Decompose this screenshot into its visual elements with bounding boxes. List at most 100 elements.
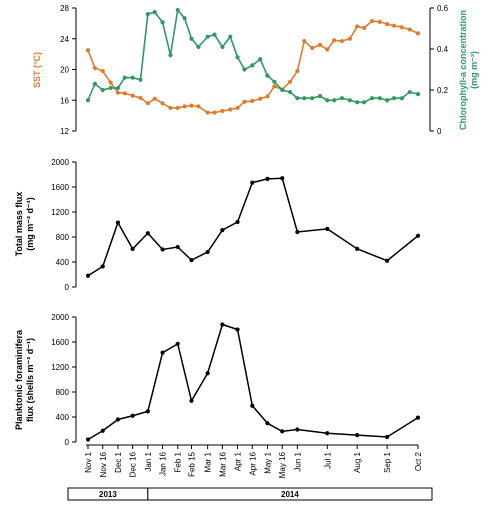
chlorophyll-point xyxy=(355,100,360,105)
sst-point xyxy=(399,25,404,30)
year-bar: 2013 2014 xyxy=(67,487,433,501)
sst-point xyxy=(175,105,180,111)
chlorophyll-point xyxy=(228,34,233,39)
foraminifera-point xyxy=(415,415,421,420)
foraminifera-point xyxy=(355,433,360,438)
mass-flux-point xyxy=(130,246,135,251)
chlorophyll-point xyxy=(399,96,404,101)
chlorophyll-point xyxy=(369,96,375,101)
x-tick-label: Jan 1 xyxy=(144,451,153,471)
foraminifera-point xyxy=(265,421,270,426)
x-tick-label: Nov 1 xyxy=(84,451,93,472)
sst-point xyxy=(196,104,201,109)
sst-point xyxy=(145,101,150,106)
sst-point xyxy=(287,79,293,84)
sst-chlorophyll-panel: 12 16 20 24 28 0 0.2 0.4 0.6 SST (°C) Chlorophy… xyxy=(32,4,479,136)
x-tick-label: Jun 1 xyxy=(293,451,302,471)
sst-point xyxy=(339,38,345,44)
sst-point xyxy=(361,25,367,31)
mass-flux-point xyxy=(415,233,421,238)
foraminifera-point xyxy=(220,322,225,327)
chlorophyll-point xyxy=(317,94,323,99)
chlorophyll-point xyxy=(130,75,135,80)
foraminifera-point xyxy=(115,417,121,422)
chlorophyll-point xyxy=(302,96,307,101)
chlorophyll-point xyxy=(152,10,157,15)
mass-flux-point xyxy=(265,176,270,181)
chlorophyll-point xyxy=(385,98,390,103)
chlorophyll-point xyxy=(122,75,127,80)
chlorophyll-point xyxy=(205,34,210,39)
mass-flux-point xyxy=(205,249,210,255)
chlorophyll-point xyxy=(220,44,225,50)
sst-point xyxy=(168,105,173,111)
mass-flux-line xyxy=(87,177,419,277)
chlorophyll-point xyxy=(242,67,247,72)
chlorophyll-point xyxy=(287,89,293,95)
chlorophyll-axis-units: (mg m⁻³) xyxy=(469,51,479,89)
x-tick-label: Apr 1 xyxy=(234,451,243,471)
x-tick-label: Sep 1 xyxy=(383,451,392,472)
chlorophyll-point xyxy=(175,7,180,13)
x-tick-label: Feb 15 xyxy=(188,451,197,476)
sst-point xyxy=(189,103,194,108)
sst-point xyxy=(302,38,307,44)
mass-flux-y-tick-label: 2000 xyxy=(51,158,69,167)
sst-point xyxy=(220,108,225,114)
x-tick-label: Oct 2 xyxy=(414,451,423,471)
foraminifera-point xyxy=(100,428,105,433)
mass-flux-point xyxy=(160,247,165,252)
foraminifera-line xyxy=(87,323,419,441)
mass-flux-y-tick-label: 1600 xyxy=(51,183,69,192)
foraminifera-axis-units: flux (shells m⁻² d⁻¹) xyxy=(25,338,35,422)
mass-flux-point xyxy=(295,229,300,235)
x-tick-label: Mar 1 xyxy=(204,451,213,472)
foraminifera-y-tick-label: 400 xyxy=(56,413,70,422)
chlorophyll-axis-label: Chlorophyll-a concentration xyxy=(458,10,468,130)
x-tick-label: Jan 16 xyxy=(159,451,168,476)
foraminifera-point xyxy=(160,350,165,355)
sst-point xyxy=(205,110,210,115)
year-label: 2014 xyxy=(281,490,299,499)
foraminifera-point xyxy=(130,413,135,418)
chlorophyll-point xyxy=(168,53,173,58)
sst-point xyxy=(295,68,300,74)
foraminifera-point xyxy=(325,431,330,436)
sst-point xyxy=(347,36,353,41)
sst-point xyxy=(369,18,375,24)
mass-flux-point xyxy=(355,246,360,251)
mass-flux-point xyxy=(280,176,285,181)
mass-flux-point xyxy=(175,244,180,250)
sst-point xyxy=(272,84,277,89)
sst-point xyxy=(250,98,255,104)
sst-point xyxy=(377,19,382,24)
sst-y-tick-label: 12 xyxy=(60,127,69,136)
mass-flux-point xyxy=(85,273,91,278)
chlorophyll-y-tick-label: 0 xyxy=(437,127,442,136)
x-tick-label: Feb 1 xyxy=(174,451,183,472)
chlorophyll-point xyxy=(189,36,194,41)
mass-flux-series xyxy=(85,176,421,278)
sst-point xyxy=(310,45,315,51)
x-tick-label: Dec 16 xyxy=(129,451,138,477)
foraminifera-point xyxy=(205,371,210,376)
chlorophyll-point xyxy=(160,20,165,25)
sst-y-ticks: 12 16 20 24 28 xyxy=(60,4,76,136)
x-tick-label: Nov 16 xyxy=(99,451,108,477)
chlorophyll-point xyxy=(250,63,255,68)
chlorophyll-point xyxy=(145,12,150,17)
chlorophyll-point xyxy=(115,85,121,91)
mass-flux-y-tick-label: 0 xyxy=(65,283,70,292)
mass-flux-y-tick-label: 800 xyxy=(56,233,70,242)
date-x-axis: Nov 1 Nov 16 Dec 1 Dec 16 Jan 1 Jan 16 Feb 1 Fe… xyxy=(84,444,423,478)
x-tick-label: May 16 xyxy=(278,451,287,478)
foraminifera-point xyxy=(189,398,194,403)
foraminifera-y-tick-label: 1600 xyxy=(51,338,69,347)
sst-point xyxy=(332,38,337,43)
sst-point xyxy=(385,22,390,27)
mass-flux-point xyxy=(145,231,150,236)
chlorophyll-point xyxy=(332,98,337,103)
foraminifera-axis-label: Planktonic foraminifera xyxy=(14,329,24,430)
foraminifera-y-ticks: 0 400 800 1200 1600 2000 xyxy=(51,313,76,447)
